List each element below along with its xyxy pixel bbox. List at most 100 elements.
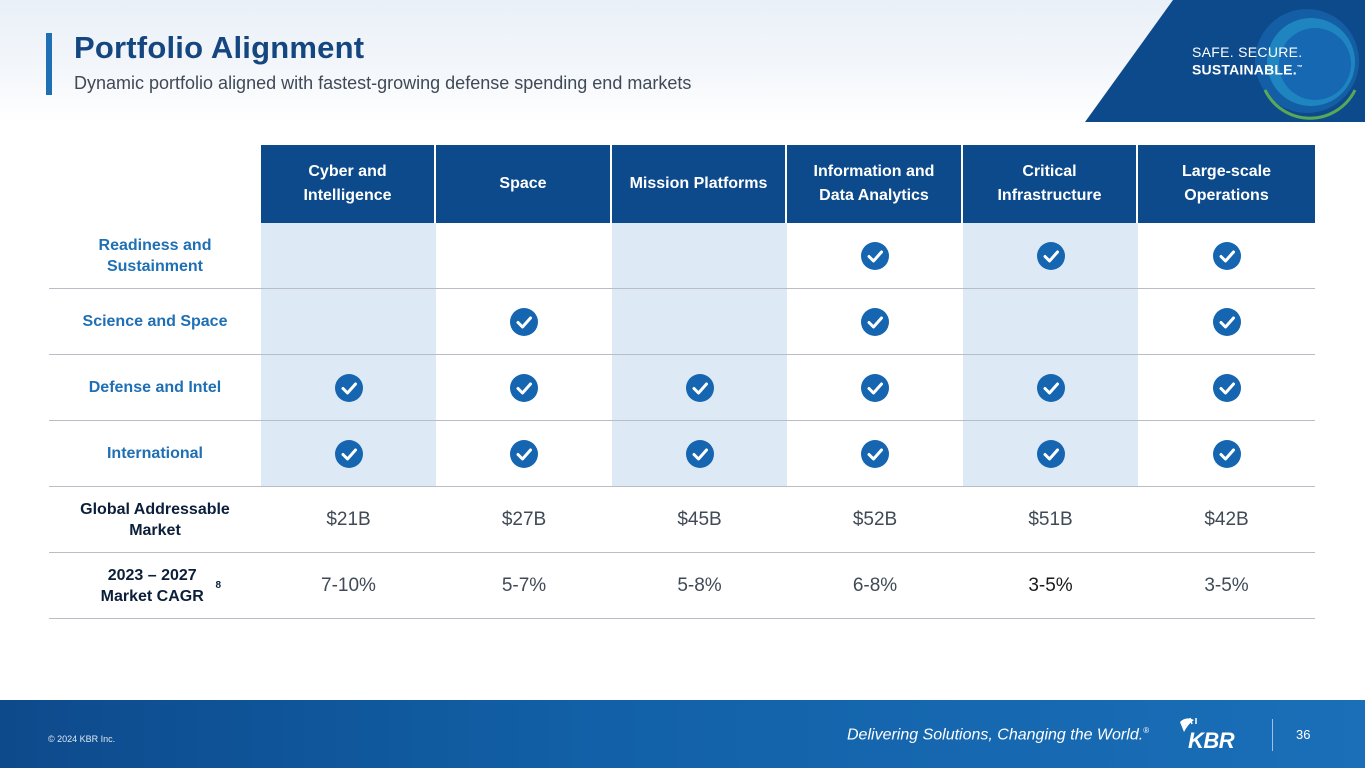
cagr-row: 2023 – 2027 Market CAGR 8 7-10% 5-7% 5-8% 6-8… [49, 553, 1315, 619]
check-circle-icon [861, 439, 889, 468]
market-value: $42B [1204, 508, 1249, 530]
check-circle-icon [334, 373, 363, 402]
slogan-text: Delivering Solutions, Changing the World… [847, 726, 1144, 744]
table-cell [963, 223, 1138, 288]
table-cell [787, 421, 963, 486]
table-cell [261, 223, 436, 288]
corner-shape [1085, 0, 1365, 122]
cagr-value: 5-8% [677, 574, 722, 596]
cagr-value: 6-8% [852, 574, 898, 596]
cagr-value: 5-7% [501, 574, 547, 596]
column-header: Mission Platforms [612, 145, 787, 223]
row-label: Global Addressable Market [80, 500, 230, 539]
table-cell: $45B [612, 487, 787, 552]
table-cell: $27B [436, 487, 612, 552]
table-cell [436, 223, 612, 288]
table-cell: $52B [787, 487, 963, 552]
table-cell: 6-8% [787, 553, 963, 618]
page-number: 36 [1296, 727, 1311, 742]
table-cell [261, 355, 436, 420]
check-circle-icon [510, 439, 538, 468]
market-value: $27B [501, 508, 547, 530]
check-circle-icon [1036, 439, 1065, 468]
table-cell [963, 355, 1138, 420]
copyright-text: © 2024 KBR Inc. [48, 734, 116, 744]
table-row: Science and Space [49, 289, 1315, 355]
table-row: Readiness and Sustainment [49, 223, 1315, 289]
column-header: Critical Infrastructure [963, 145, 1138, 223]
row-label-text: 2023 – 2027 Market CAGR [100, 566, 204, 605]
row-label: 2023 – 2027 Market CAGR 8 [49, 553, 261, 618]
market-value: $45B [677, 508, 722, 530]
page-title: Portfolio Alignment [74, 30, 365, 65]
tagline-line1: SAFE. SECURE. [1191, 44, 1303, 60]
tagline-line2: SUSTAINABLE.™ [1192, 60, 1303, 78]
table-cell [612, 289, 787, 354]
table-cell [261, 421, 436, 486]
row-label: Readiness and Sustainment [98, 236, 212, 275]
cagr-value: 3-5% [1204, 574, 1249, 596]
table-cell [612, 421, 787, 486]
title-accent-bar [46, 33, 52, 95]
check-circle-icon [861, 241, 889, 270]
table-cell: $51B [963, 487, 1138, 552]
table-cell: 3-5% [963, 553, 1138, 618]
table-cell [1138, 421, 1315, 486]
cagr-value: 3-5% [1028, 574, 1073, 596]
check-circle-icon [1212, 373, 1241, 402]
table-cell [436, 289, 612, 354]
column-header: Cyber and Intelligence [261, 145, 436, 223]
row-label: Defense and Intel [88, 379, 222, 396]
check-circle-icon [1212, 241, 1241, 270]
column-header: Large-scale Operations [1138, 145, 1315, 223]
table-cell [436, 421, 612, 486]
market-value: $51B [1028, 508, 1073, 530]
footer-band [0, 700, 1365, 768]
check-circle-icon [1212, 307, 1241, 336]
table-cell [1138, 289, 1315, 354]
check-circle-icon [1036, 373, 1065, 402]
market-value: $21B [326, 508, 371, 530]
cagr-value: 7-10% [321, 574, 376, 596]
table-cell: 3-5% [1138, 553, 1315, 618]
table-cell [436, 355, 612, 420]
table-cell: 5-8% [612, 553, 787, 618]
corner-badge: SAFE. SECURE. SUSTAINABLE.™ [1085, 0, 1365, 122]
table-cell [787, 355, 963, 420]
table-cell: $21B [261, 487, 436, 552]
footer-slogan: Delivering Solutions, Changing the World… [847, 726, 1149, 744]
table-row: International [49, 421, 1315, 487]
table-cell [963, 289, 1138, 354]
check-circle-icon [1212, 439, 1241, 468]
table-cell [963, 421, 1138, 486]
table-cell: 5-7% [436, 553, 612, 618]
check-circle-icon [685, 439, 714, 468]
tagline-line2-text: SUSTAINABLE. [1191, 61, 1297, 78]
table-cell [1138, 223, 1315, 288]
column-header: Space [436, 145, 612, 223]
check-circle-icon [685, 373, 714, 402]
trademark-mark: ™ [1296, 65, 1303, 71]
table-row: Defense and Intel [49, 355, 1315, 421]
column-header: Information and Data Analytics [787, 145, 963, 223]
check-circle-icon [510, 307, 538, 336]
table-cell [261, 289, 436, 354]
footer-divider [1272, 719, 1273, 751]
table-cell [787, 223, 963, 288]
table-cell: 7-10% [261, 553, 436, 618]
tagline: SAFE. SECURE. SUSTAINABLE.™ [1192, 44, 1303, 78]
check-circle-icon [861, 373, 889, 402]
table-cell [787, 289, 963, 354]
registered-mark: ® [1143, 726, 1150, 735]
table-header-row: Cyber and Intelligence Space Mission Platf… [261, 145, 1315, 223]
check-circle-icon [861, 307, 889, 336]
kbr-logo-text: KBR [1188, 728, 1235, 753]
row-label: Science and Space [82, 313, 228, 330]
row-label: International [106, 445, 203, 462]
kbr-logo-icon [1180, 717, 1197, 732]
check-circle-icon [334, 439, 363, 468]
page-subtitle: Dynamic portfolio aligned with fastest-g… [74, 73, 692, 93]
table-cell [1138, 355, 1315, 420]
table-cell: $42B [1138, 487, 1315, 552]
check-circle-icon [510, 373, 538, 402]
